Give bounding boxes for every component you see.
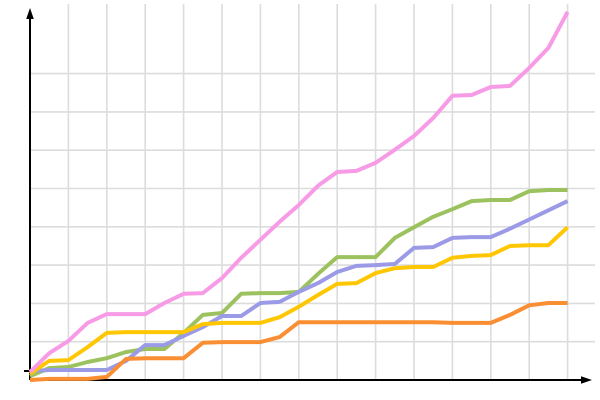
- series-yellow-line: [28, 225, 569, 376]
- x-axis-arrow-icon: [581, 376, 592, 384]
- series-pink-line: [28, 10, 570, 374]
- axes: [24, 8, 592, 384]
- series-orange-line: [29, 301, 568, 382]
- data-series: [28, 10, 570, 382]
- y-axis-arrow-icon: [26, 8, 34, 19]
